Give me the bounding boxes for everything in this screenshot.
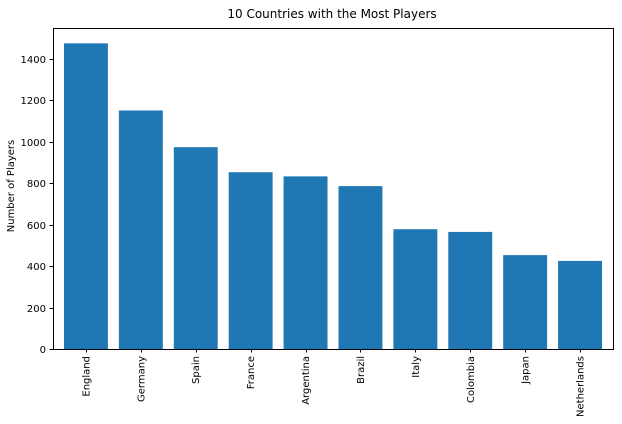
bar-england [63,43,108,350]
chart-title: 10 Countries with the Most Players [227,7,436,21]
x-tick-label: Italy [411,356,422,378]
bar-brazil [338,186,383,349]
bar-spain [173,147,218,349]
y-axis-label: Number of Players [6,140,17,233]
x-tick-label: Brazil [356,356,367,384]
x-tick-label: Argentina [301,356,312,405]
bar-japan [503,255,548,349]
bar-germany [118,110,163,350]
y-tick-label: 200 [27,304,46,315]
y-tick-label: 1000 [21,138,46,149]
plot-frame [53,28,614,350]
bar-france [228,172,273,349]
x-tick-label: Spain [191,356,202,384]
y-tick-label: 800 [27,179,46,190]
bar-netherlands [558,260,603,349]
y-tick-label: 0 [40,345,46,356]
bar-argentina [283,176,328,349]
x-tick-label: Japan [521,356,532,385]
x-tick-label: England [81,356,92,397]
x-tick-label: Colombia [466,356,477,403]
bar-italy [393,229,438,349]
x-tick-label: Germany [136,356,147,402]
y-tick-label: 600 [27,221,46,232]
x-tick-label: Netherlands [576,356,587,417]
bars-group [63,43,603,350]
y-tick-label: 1200 [21,96,46,107]
x-axis: England Germany Spain France Argentina Brazil… [81,349,587,417]
y-axis: 0 200 400 600 800 1000 1200 1400 [21,55,53,356]
y-tick-label: 400 [27,262,46,273]
x-tick-label: France [246,356,257,389]
y-tick-label: 1400 [21,55,46,66]
bar-colombia [448,231,493,349]
